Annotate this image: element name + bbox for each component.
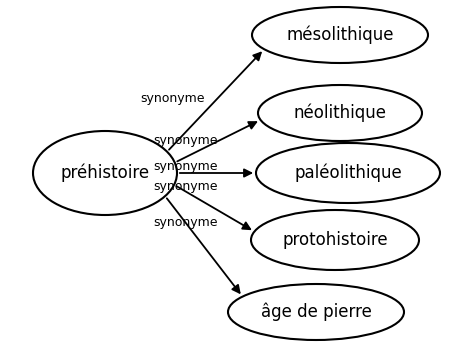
Text: synonyme: synonyme: [154, 134, 218, 146]
Ellipse shape: [228, 284, 404, 340]
Ellipse shape: [256, 143, 440, 203]
Ellipse shape: [258, 85, 422, 141]
Text: mésolithique: mésolithique: [286, 26, 394, 44]
Text: protohistoire: protohistoire: [282, 231, 388, 249]
Text: paléolithique: paléolithique: [294, 164, 402, 182]
Ellipse shape: [252, 7, 428, 63]
Text: synonyme: synonyme: [141, 92, 205, 104]
Text: synonyme: synonyme: [154, 215, 218, 229]
Text: âge de pierre: âge de pierre: [260, 303, 371, 321]
Text: néolithique: néolithique: [294, 104, 387, 122]
Text: synonyme: synonyme: [154, 179, 218, 193]
Ellipse shape: [33, 131, 177, 215]
Text: synonyme: synonyme: [154, 160, 218, 172]
Ellipse shape: [251, 210, 419, 270]
Text: préhistoire: préhistoire: [61, 164, 150, 182]
